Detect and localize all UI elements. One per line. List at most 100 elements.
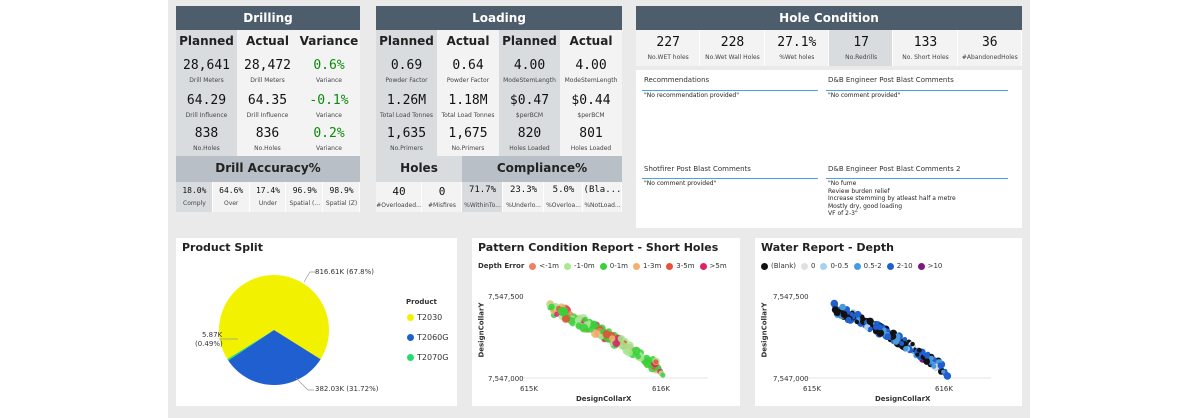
pie-label-t2070g-percent: (0.49%) xyxy=(195,340,223,348)
water-scatter xyxy=(803,299,991,380)
water-point xyxy=(866,317,874,325)
drilling-col-header: Actual xyxy=(246,34,289,48)
pattern-ytick-top: 7,547,500 xyxy=(488,293,524,301)
pattern-point xyxy=(561,314,570,323)
loading-value: 0.69 xyxy=(390,58,423,73)
pattern-ylabel: DesignCollarY xyxy=(477,302,486,358)
drilling-value: 0.6% xyxy=(313,58,345,73)
pattern-point xyxy=(612,339,621,348)
legend-item[interactable]: 1-3m xyxy=(633,262,661,270)
recommendations-divider xyxy=(642,90,818,91)
water-point xyxy=(903,346,909,352)
drilling-col-bg xyxy=(298,30,360,156)
engineer-comments-text: "No comment provided" xyxy=(828,92,901,99)
water-xtick-left: 615K xyxy=(803,385,821,393)
loading-bottom-label: %WithinTo... xyxy=(464,202,501,209)
pattern-point xyxy=(653,359,659,365)
legend-dot-icon xyxy=(599,262,607,270)
water-point xyxy=(910,341,915,347)
drilling-panel: Drilling Planned Actual Variance 28,641 Dril… xyxy=(176,6,360,212)
product-split-panel: Product Split 816.61K (67.8%) 382.03K (3… xyxy=(176,238,457,406)
drill-accuracy-header: Drill Accuracy% xyxy=(176,156,360,182)
drilling-value: 64.35 xyxy=(247,93,288,108)
legend-dot-icon xyxy=(820,262,828,270)
loading-col-header: Actual xyxy=(446,34,490,48)
loading-header: Loading xyxy=(376,6,622,30)
loading-bottom-cell xyxy=(544,182,582,212)
shotfirer-comments-divider xyxy=(642,178,818,179)
drill-accuracy-label: Spatial (Z) xyxy=(325,200,358,207)
water-point xyxy=(868,326,873,332)
loading-value-label: No.Primers xyxy=(451,145,485,152)
legend-item[interactable]: >10 xyxy=(917,262,943,270)
loading-bottom-cell xyxy=(503,182,543,212)
legend-item[interactable]: 0-1m xyxy=(599,262,628,270)
drill-accuracy-cell xyxy=(176,182,212,212)
hole-condition-cell xyxy=(636,30,700,66)
hole-condition-value: 27.1% xyxy=(777,35,817,50)
legend-label: 3-5m xyxy=(676,262,695,270)
pattern-point xyxy=(602,330,611,339)
pattern-xlabel: DesignCollarX xyxy=(576,395,632,403)
loading-value: 820 xyxy=(517,126,542,141)
shotfirer-comments-title: Shotfirer Post Blast Comments xyxy=(644,165,751,173)
pie-slice-t2060g[interactable] xyxy=(228,330,321,385)
product-legend-item[interactable]: T2030 xyxy=(407,313,442,322)
drill-accuracy-cell xyxy=(286,182,323,212)
hole-condition-cell xyxy=(764,30,828,66)
hole-condition-value: 36 xyxy=(981,35,998,50)
hole-condition-label: No. Short Holes xyxy=(902,54,949,61)
loading-value: 1.18M xyxy=(448,93,488,108)
loading-bottom-label: %NotLoad... xyxy=(584,202,621,209)
water-point xyxy=(839,303,846,311)
legend-item[interactable]: 2-10 xyxy=(886,262,913,270)
engineer-comments-divider xyxy=(826,90,1008,91)
water-point xyxy=(931,363,937,369)
water-point xyxy=(859,314,865,320)
pattern-point xyxy=(577,314,583,321)
hole-condition-value: 17 xyxy=(853,35,869,50)
product-legend-item[interactable]: T2060G xyxy=(407,333,448,342)
water-point xyxy=(854,310,862,318)
legend-label: 0.5-2 xyxy=(863,262,882,270)
legend-dot-icon xyxy=(529,262,537,270)
hole-condition-value: 133 xyxy=(913,35,938,50)
water-ylabel: DesignCollarY xyxy=(760,302,769,358)
drilling-value-label: Variance xyxy=(316,145,342,152)
legend-dot-icon xyxy=(633,262,641,270)
pattern-point xyxy=(635,353,641,360)
product-split-title: Product Split xyxy=(182,241,263,254)
pie-leader-line xyxy=(303,271,316,283)
loading-col-bg xyxy=(499,30,560,156)
pie-slice-t2030[interactable] xyxy=(219,275,329,360)
pattern-panel: Pattern Condition Report - Short Holes D… xyxy=(472,238,740,406)
hole-condition-value: 228 xyxy=(720,35,745,50)
legend-item[interactable]: 3-5m xyxy=(666,262,695,270)
legend-item[interactable]: <-1m xyxy=(529,262,559,270)
water-title: Water Report - Depth xyxy=(761,241,894,254)
pie-label-t2060g: 382.03K (31.72%) xyxy=(315,385,379,393)
legend-dot-icon xyxy=(917,262,925,270)
pie-slice-t2070g[interactable] xyxy=(227,330,274,361)
drilling-value-label: Drill Meters xyxy=(189,77,224,84)
loading-value: 1,635 xyxy=(386,126,427,141)
hole-condition-cell xyxy=(829,30,893,66)
drill-accuracy-value: 17.4% xyxy=(255,186,281,195)
loading-col-bg xyxy=(376,30,437,156)
legend-item[interactable]: 0.5-2 xyxy=(853,262,882,270)
loading-bottom-label: %Underlo... xyxy=(506,202,541,209)
legend-item[interactable]: 0-0.5 xyxy=(820,262,849,270)
engineer-comments-title: D&B Engineer Post Blast Comments xyxy=(828,76,954,84)
legend-item[interactable]: 0 xyxy=(801,262,815,270)
legend-item[interactable]: -1-0m xyxy=(563,262,595,270)
pie-label-t2070g-value: 5.87K xyxy=(202,331,223,339)
water-point xyxy=(876,324,884,331)
product-legend-item[interactable]: T2070G xyxy=(407,353,448,362)
pattern-scatter xyxy=(520,300,708,379)
legend-label: >10 xyxy=(927,262,943,270)
pattern-ytick-bottom: 7,547,000 xyxy=(488,375,524,383)
loading-col-bg xyxy=(437,30,499,156)
loading-value-label: ModeStemLength xyxy=(564,77,618,84)
legend-item[interactable]: (Blank) xyxy=(761,262,796,270)
legend-item[interactable]: >5m xyxy=(699,262,727,270)
